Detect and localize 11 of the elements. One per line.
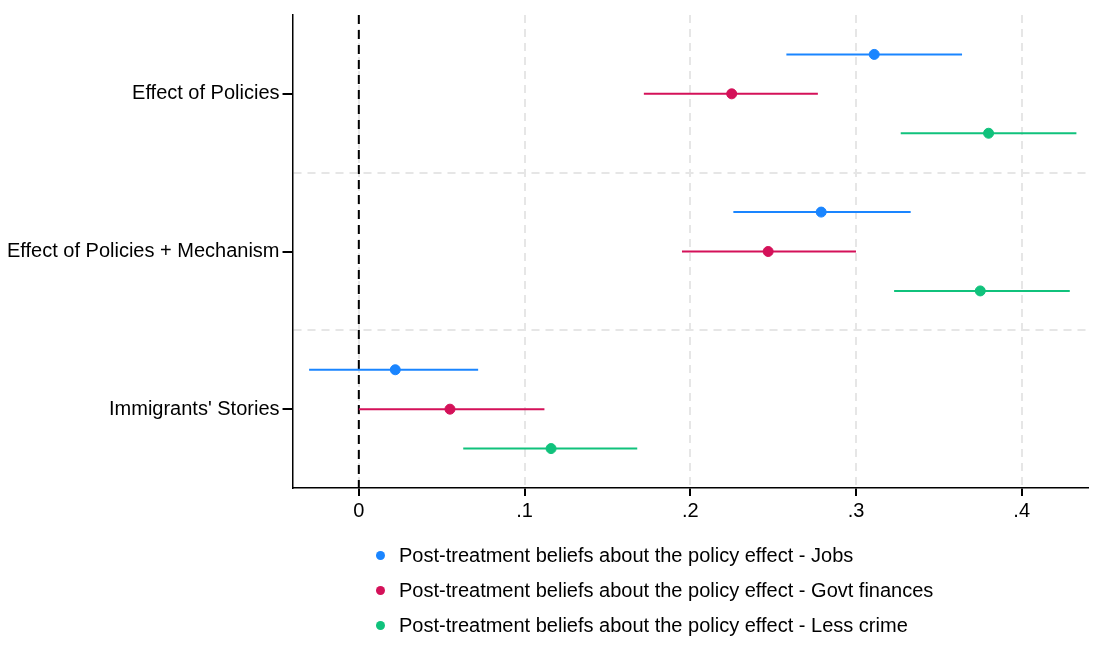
x-tick-label: .2 [681,498,699,521]
x-tick-label: .3 [847,498,865,521]
x-tick-label: 0 [353,498,365,521]
legend-label: Post-treatment beliefs about the policy effect - Govt finances [399,578,934,602]
y-tick-label: Effect of Policies [132,81,280,104]
legend-label: Post-treatment beliefs about the policy effect - Less crime [399,613,908,637]
legend-label: Post-treatment beliefs about the policy effect - Jobs [399,543,854,567]
y-tick-label: Effect of Policies + Mechanism [7,239,280,262]
x-tick-label: .1 [516,498,533,521]
y-tick-label: Immigrants' Stories [109,396,280,419]
x-tick-label: .4 [1013,498,1031,521]
